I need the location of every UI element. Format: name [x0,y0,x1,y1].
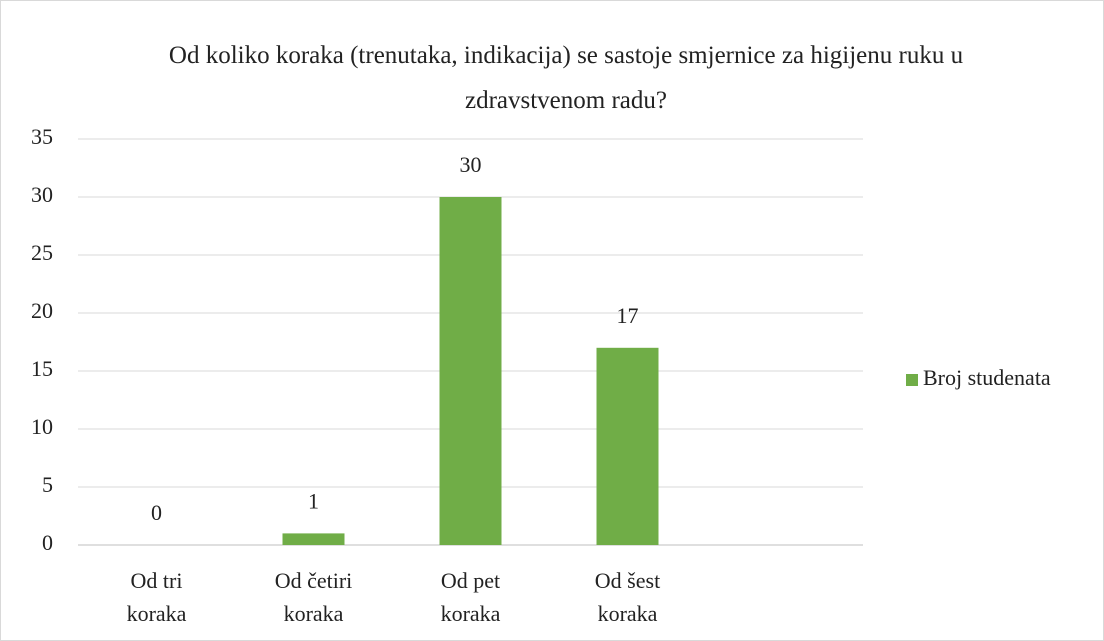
data-label: 17 [617,303,639,328]
y-tick-label: 5 [42,472,53,497]
y-tick-label: 35 [31,124,53,149]
chart-title: Od koliko koraka (trenutaka, indikacija)… [168,42,964,114]
data-label: 30 [460,152,482,177]
bar [439,197,502,545]
data-label: 0 [151,500,162,525]
y-tick-label: 30 [31,182,53,207]
bar [596,347,659,545]
data-label: 1 [308,488,319,513]
x-tick-label: Od šest koraka [594,568,661,626]
legend-label: Broj studenata [923,365,1051,390]
y-tick-label: 25 [31,240,53,265]
legend-swatch [906,374,918,386]
x-tick-label: Od pet koraka [440,568,501,626]
x-tick-label: Od četiri koraka [274,568,353,626]
y-tick-label: 20 [31,298,53,323]
x-tick-label: Od tri koraka [126,568,187,626]
y-tick-label: 15 [31,356,53,381]
y-tick-label: 10 [31,414,53,439]
y-tick-label: 0 [42,530,53,555]
bar [282,533,345,545]
